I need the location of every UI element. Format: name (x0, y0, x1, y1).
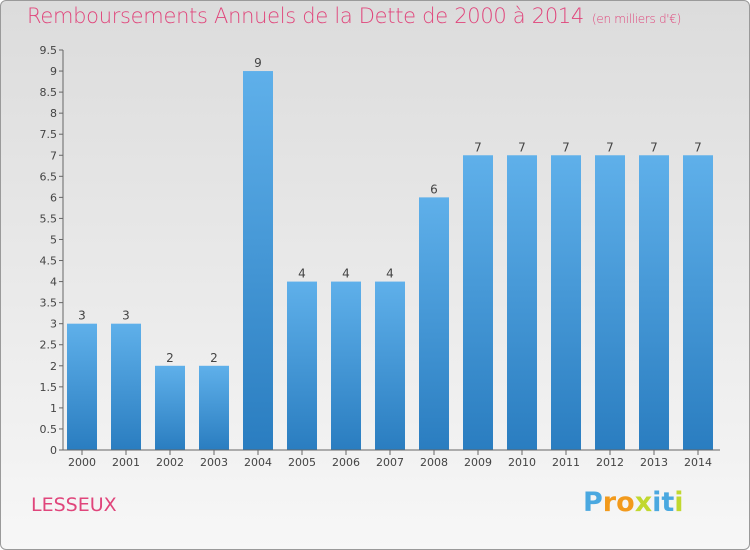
bar (199, 365, 229, 450)
logo-letter: i (674, 487, 684, 518)
bar-value-label: 7 (694, 140, 702, 154)
y-tick-label: 0.5 (40, 423, 58, 436)
x-tick-label: 2011 (552, 456, 580, 469)
y-tick-label: 9 (50, 65, 57, 78)
bar (155, 365, 185, 450)
logo-letter: r (602, 487, 617, 518)
bar-value-label: 9 (254, 56, 262, 70)
x-tick-label: 2014 (684, 456, 712, 469)
y-axis: 0 0.5 1 1.5 2 2.5 3 3.5 4 4.5 5 5.5 6 6.5 7 7.5 8 8.5 9 9.5 (40, 44, 64, 457)
bar (683, 155, 713, 450)
bar-value-label: 7 (518, 140, 526, 154)
y-tick-label: 9.5 (40, 44, 58, 57)
bar-value-label: 4 (386, 267, 394, 281)
x-tick-label: 2009 (464, 456, 492, 469)
x-tick-label: 2000 (68, 456, 96, 469)
y-tick-label: 8 (50, 107, 57, 120)
bar-value-label: 2 (210, 351, 218, 365)
bar (419, 197, 449, 450)
chart-subtitle: (en milliers d'€) (592, 12, 682, 26)
y-tick-label: 2.5 (40, 339, 58, 352)
bar (375, 281, 405, 450)
logo-letter: P (583, 487, 603, 518)
bar (331, 281, 361, 450)
bar (111, 323, 141, 450)
y-tick-label: 6.5 (40, 170, 58, 183)
y-tick-label: 8.5 (40, 86, 58, 99)
bar-value-label: 3 (78, 309, 86, 323)
bar-value-label: 7 (606, 140, 614, 154)
bar (463, 155, 493, 450)
x-tick-label: 2007 (376, 456, 404, 469)
chart-title: Remboursements Annuels de la Dette de 20… (27, 4, 681, 28)
x-tick-label: 2004 (244, 456, 272, 469)
y-tick-label: 7.5 (40, 128, 58, 141)
y-tick-label: 4.5 (40, 255, 58, 268)
x-tick-label: 2012 (596, 456, 624, 469)
logo-letter: i (652, 487, 662, 518)
y-tick-label: 3 (50, 318, 57, 331)
bar-value-label: 4 (342, 267, 350, 281)
y-tick-label: 1.5 (40, 381, 58, 394)
bar-value-label: 3 (122, 309, 130, 323)
bar-value-label: 7 (650, 140, 658, 154)
bar-value-label: 4 (298, 267, 306, 281)
logo-letter: x (634, 487, 653, 518)
x-tick-label: 2005 (288, 456, 316, 469)
proxiti-logo: Proxiti (583, 487, 684, 518)
bars: 3 3 2 2 9 4 4 4 6 7 7 7 7 7 7 (67, 56, 713, 450)
x-tick-label: 2001 (112, 456, 140, 469)
bar (551, 155, 581, 450)
bar-value-label: 6 (430, 182, 438, 196)
x-tick-label: 2003 (200, 456, 228, 469)
chart-title-text: Remboursements Annuels de la Dette de 20… (27, 4, 584, 28)
x-tick-label: 2006 (332, 456, 360, 469)
x-tick-label: 2008 (420, 456, 448, 469)
x-tick-label: 2002 (156, 456, 184, 469)
bar-value-label: 7 (474, 140, 482, 154)
y-tick-label: 6 (50, 191, 57, 204)
bar (507, 155, 537, 450)
y-tick-label: 5.5 (40, 212, 58, 225)
x-tick-label: 2010 (508, 456, 536, 469)
x-axis: 2000 2001 2002 2003 2004 2005 2006 2007 2008 2009… (63, 449, 720, 469)
y-tick-label: 5 (50, 233, 57, 246)
y-tick-label: 1 (50, 402, 57, 415)
logo-letter: t (661, 487, 675, 518)
y-tick-label: 4 (50, 276, 57, 289)
logo-letter: o (616, 487, 635, 518)
bar (67, 323, 97, 450)
y-tick-label: 0 (50, 444, 57, 457)
bar-value-label: 7 (562, 140, 570, 154)
y-tick-label: 7 (50, 149, 57, 162)
bar-value-label: 2 (166, 351, 174, 365)
y-tick-label: 2 (50, 360, 57, 373)
bar (639, 155, 669, 450)
bar (595, 155, 625, 450)
place-name: LESSEUX (31, 494, 117, 516)
bar (287, 281, 317, 450)
bar (243, 71, 273, 450)
x-tick-label: 2013 (640, 456, 668, 469)
y-tick-label: 3.5 (40, 297, 58, 310)
